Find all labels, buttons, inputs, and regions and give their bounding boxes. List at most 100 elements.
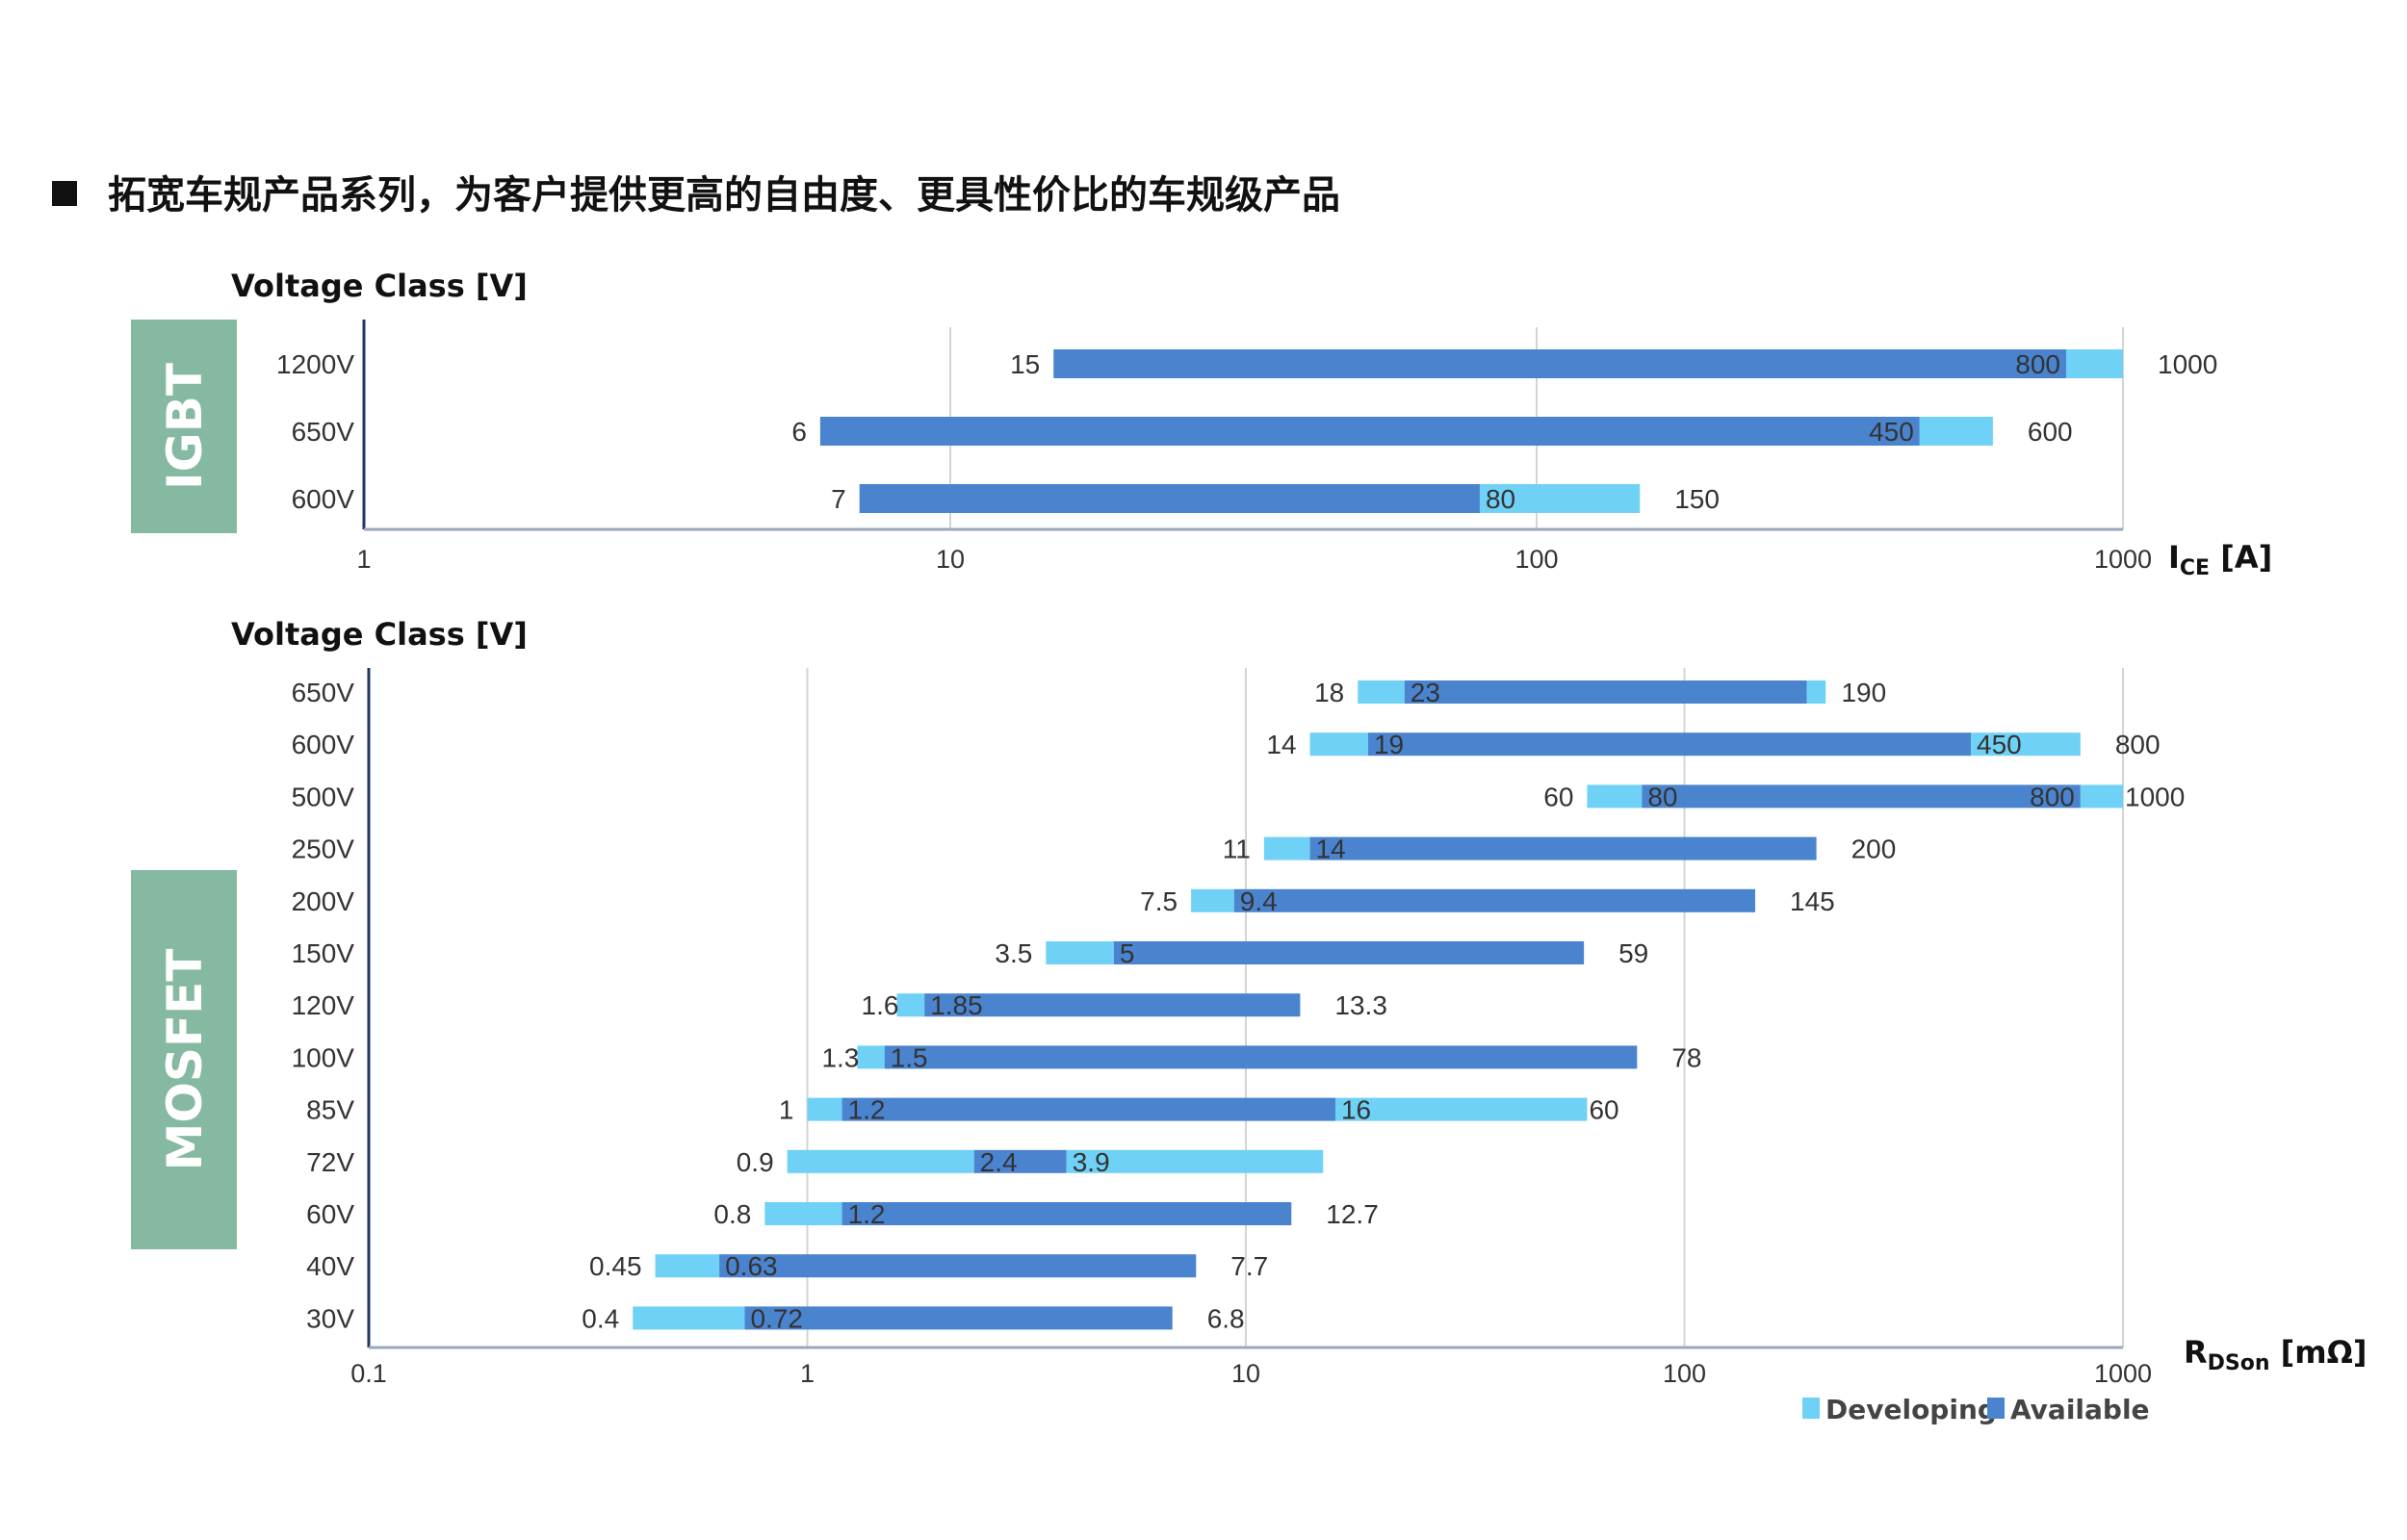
mosfet-x-title-main: R	[2184, 1334, 2208, 1371]
mosfet-data-label: 12.7	[1326, 1199, 1379, 1229]
mosfet-data-label: 1.3	[821, 1042, 859, 1072]
igbt-data-labels: 15 800 1000 6 450 600 7 80 150	[791, 349, 2217, 514]
igbt-bar-available	[859, 484, 1480, 513]
mosfet-bar-developing	[764, 1202, 842, 1225]
legend: Developing Available	[1802, 1394, 2150, 1425]
igbt-side-box	[131, 320, 237, 533]
mosfet-data-label: 13.3	[1334, 990, 1387, 1020]
igbt-y-axis-title: Voltage Class [V]	[231, 268, 528, 304]
mosfet-category-label: 85V	[306, 1095, 354, 1125]
igbt-category-label: 1200V	[276, 349, 354, 379]
mosfet-data-label: 145	[1790, 886, 1835, 916]
igbt-x-axis-title: ICE [A]	[2168, 539, 2272, 580]
mosfet-x-tick-label: 1000	[2094, 1359, 2152, 1388]
igbt-x-title-unit: [A]	[2210, 539, 2272, 576]
mosfet-data-label: 1.85	[930, 990, 983, 1020]
igbt-data-label: 7	[831, 484, 846, 514]
igbt-data-label: 600	[2028, 417, 2073, 447]
mosfet-bar-available	[1404, 680, 1807, 704]
mosfet-y-axis-title: Voltage Class [V]	[231, 616, 528, 653]
legend-label-developing: Developing	[1825, 1394, 1997, 1425]
legend-label-available: Available	[2010, 1394, 2150, 1425]
mosfet-bar-developing	[807, 1097, 842, 1121]
mosfet-bar-developing	[2080, 784, 2123, 808]
mosfet-side-text: MOSFET	[157, 949, 213, 1171]
mosfet-data-label: 0.8	[713, 1199, 751, 1229]
igbt-category-label: 650V	[292, 417, 355, 447]
mosfet-bar-available	[744, 1306, 1173, 1330]
mosfet-data-label: 19	[1374, 730, 1404, 759]
mosfet-data-label: 78	[1671, 1042, 1701, 1072]
mosfet-data-label: 1.6	[862, 990, 899, 1020]
mosfet-data-label: 3.9	[1073, 1147, 1110, 1177]
mosfet-x-title-sub: DSon	[2208, 1351, 2270, 1375]
mosfet-data-label: 59	[1618, 938, 1648, 968]
mosfet-category-label: 600V	[292, 730, 355, 759]
mosfet-data-label: 5	[1120, 938, 1135, 968]
mosfet-data-labels: 18 23 190 14 19 450 800 60 80 800 1000 11 14 200 7.5 9.…	[582, 678, 2185, 1333]
mosfet-data-label: 14	[1266, 730, 1296, 759]
mosfet-x-title-unit: [mΩ]	[2270, 1334, 2368, 1371]
igbt-x-tick-label: 1	[356, 545, 371, 574]
mosfet-data-label: 6.8	[1207, 1303, 1245, 1333]
mosfet-data-label: 0.63	[725, 1251, 778, 1281]
mosfet-bar-available	[719, 1254, 1197, 1278]
mosfet-data-label: 450	[1977, 730, 2022, 759]
mosfet-data-label: 60	[1543, 782, 1573, 811]
igbt-bar-available	[1053, 349, 2066, 378]
mosfet-bar-available	[924, 993, 1301, 1017]
mosfet-category-label: 150V	[292, 938, 355, 968]
mosfet-category-label: 100V	[292, 1042, 355, 1072]
mosfet-bar-developing	[1334, 1097, 1588, 1121]
mosfet-side-box	[131, 870, 237, 1249]
mosfet-data-label: 1.5	[891, 1042, 928, 1072]
mosfet-category-labels: 650V 600V 500V 250V 200V 150V 120V 100V 85V 72V 60…	[292, 678, 355, 1333]
igbt-data-label: 6	[791, 417, 807, 447]
mosfet-bar-available	[841, 1097, 1335, 1121]
igbt-side-label: IGBT	[131, 320, 237, 533]
igbt-x-tick-label: 100	[1514, 545, 1558, 574]
mosfet-x-tick-label: 10	[1231, 1359, 1260, 1388]
mosfet-bar-developing	[1263, 836, 1310, 860]
igbt-x-tick-label: 10	[936, 545, 965, 574]
square-bullet-icon	[52, 181, 77, 206]
igbt-bar-developing	[1919, 417, 1993, 446]
mosfet-data-label: 16	[1341, 1095, 1371, 1125]
mosfet-data-label: 3.5	[995, 938, 1032, 968]
mosfet-side-label: MOSFET	[131, 870, 237, 1249]
igbt-x-title-main: I	[2168, 539, 2180, 576]
igbt-data-label: 450	[1869, 417, 1914, 447]
mosfet-data-label: 1000	[2125, 782, 2185, 811]
mosfet-bar-developing	[633, 1306, 745, 1330]
page-heading: 拓宽车规产品系列，为客户提供更高的自由度、更具性价比的车规级产品	[108, 173, 1340, 218]
mosfet-data-label: 0.4	[582, 1303, 619, 1333]
igbt-data-label: 1000	[2158, 349, 2217, 379]
mosfet-category-label: 650V	[292, 678, 355, 707]
mosfet-category-label: 120V	[292, 990, 355, 1020]
mosfet-data-label: 7.7	[1230, 1251, 1268, 1281]
igbt-chart: Voltage Class [V] IGBT 1 10 100 1000 1200V 6…	[131, 268, 2272, 580]
mosfet-category-label: 60V	[306, 1199, 354, 1229]
igbt-data-label: 15	[1010, 349, 1040, 379]
mosfet-data-label: 7.5	[1140, 886, 1178, 916]
mosfet-bar-available	[1309, 836, 1817, 860]
mosfet-category-label: 200V	[292, 886, 355, 916]
mosfet-bar-available	[1367, 732, 1972, 757]
igbt-x-title-sub: CE	[2180, 556, 2210, 580]
mosfet-bar-available	[1113, 941, 1585, 964]
mosfet-bar-developing	[1046, 941, 1114, 964]
mosfet-bar-developing	[857, 1045, 885, 1069]
igbt-data-label: 80	[1486, 484, 1515, 514]
mosfet-bar-developing	[1587, 784, 1643, 808]
mosfet-data-label: 2.4	[980, 1147, 1018, 1177]
mosfet-bar-available	[1642, 784, 2081, 808]
mosfet-chart: Voltage Class [V] MOSFET 0.1 1 10 100 1000 6…	[131, 616, 2367, 1388]
mosfet-bar-available	[1233, 888, 1756, 912]
mosfet-data-label: 23	[1411, 678, 1440, 707]
mosfet-bar-developing	[1309, 732, 1368, 757]
mosfet-category-label: 500V	[292, 782, 355, 811]
mosfet-bar-developing	[1191, 888, 1234, 912]
mosfet-bar-developing	[1806, 680, 1826, 704]
igbt-category-labels: 1200V 650V 600V	[276, 349, 354, 514]
mosfet-data-label: 14	[1316, 834, 1346, 864]
